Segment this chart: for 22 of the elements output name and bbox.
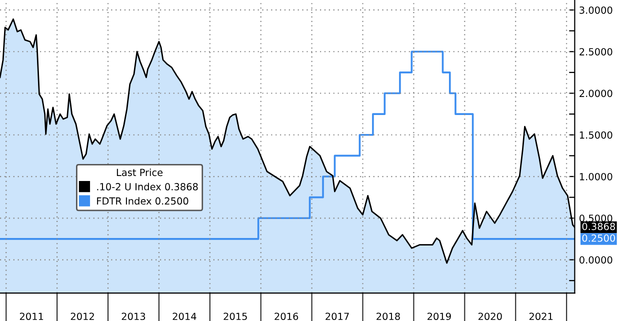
x-tick-label: 2015 bbox=[224, 312, 247, 320]
x-tick-label: 2012 bbox=[70, 312, 94, 320]
annotation: 0.2500 bbox=[582, 234, 616, 242]
y-tick-label: 0.0000 bbox=[580, 256, 612, 264]
legend-label: .10-2 U Index 0.3868 bbox=[97, 182, 198, 190]
y-tick-label: 1.5000 bbox=[580, 131, 612, 139]
y-tick-label: 3.0000 bbox=[580, 6, 612, 14]
legend-title: Last Price bbox=[116, 168, 163, 176]
x-tick-label: 2018 bbox=[376, 312, 400, 320]
x-tick-label: 2013 bbox=[122, 312, 146, 320]
x-tick-label: 2021 bbox=[529, 312, 553, 320]
annotation: 0.3868 bbox=[582, 222, 615, 230]
x-tick-label: 2014 bbox=[172, 312, 196, 320]
x-tick-label: 2020 bbox=[478, 312, 502, 320]
x-tick-label: 2011 bbox=[20, 312, 44, 320]
x-tick-label: 2016 bbox=[274, 312, 298, 320]
y-tick-label: 2.0000 bbox=[580, 90, 612, 98]
legend-label: FDTR Index 0.2500 bbox=[97, 197, 188, 205]
x-tick-label: 2019 bbox=[428, 312, 451, 320]
y-tick-label: 1.0000 bbox=[580, 172, 612, 180]
x-tick-label: 2017 bbox=[326, 312, 349, 320]
y-tick-label: 2.5000 bbox=[580, 48, 612, 56]
